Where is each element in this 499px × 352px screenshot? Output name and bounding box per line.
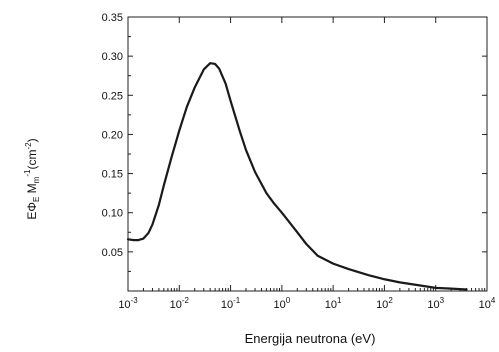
series-line <box>128 63 467 289</box>
y-tick-label: 0.10 <box>102 208 123 220</box>
y-axis-title-unit-open: (cm <box>25 150 39 170</box>
y-axis-title-mid-sub: m <box>32 176 41 183</box>
y-axis-title: EΦE Mm-1(cm-2) <box>23 138 41 219</box>
plot-frame <box>128 17 487 291</box>
y-axis-title-base: EΦ <box>25 202 39 220</box>
y-axis-title-unit-close: ) <box>25 138 39 142</box>
x-tick-label: 102 <box>376 296 393 311</box>
x-tick-label: 104 <box>479 296 496 311</box>
y-tick-label: 0.25 <box>102 90 123 102</box>
x-tick-label: 10-2 <box>170 296 190 311</box>
x-tick-label: 10-1 <box>221 296 241 311</box>
x-tick-label: 100 <box>274 296 291 311</box>
plot-area: 0.05 0.10 0.15 0.20 0.25 0.30 0.35 10-3 10-2 10-1… <box>102 12 496 311</box>
x-tick-label: 101 <box>325 296 342 311</box>
y-axis-title-mid: M <box>25 183 39 196</box>
y-tick-label: 0.15 <box>102 169 123 181</box>
x-tick-label: 103 <box>427 296 444 311</box>
y-tick-label: 0.35 <box>102 12 123 24</box>
y-tick-label: 0.05 <box>102 247 123 259</box>
y-tick-label: 0.30 <box>102 51 123 63</box>
x-axis-title: Energija neutrona (eV) <box>245 331 376 346</box>
y-tick-label: 0.20 <box>102 129 123 141</box>
x-tick-label: 10-3 <box>118 296 138 311</box>
